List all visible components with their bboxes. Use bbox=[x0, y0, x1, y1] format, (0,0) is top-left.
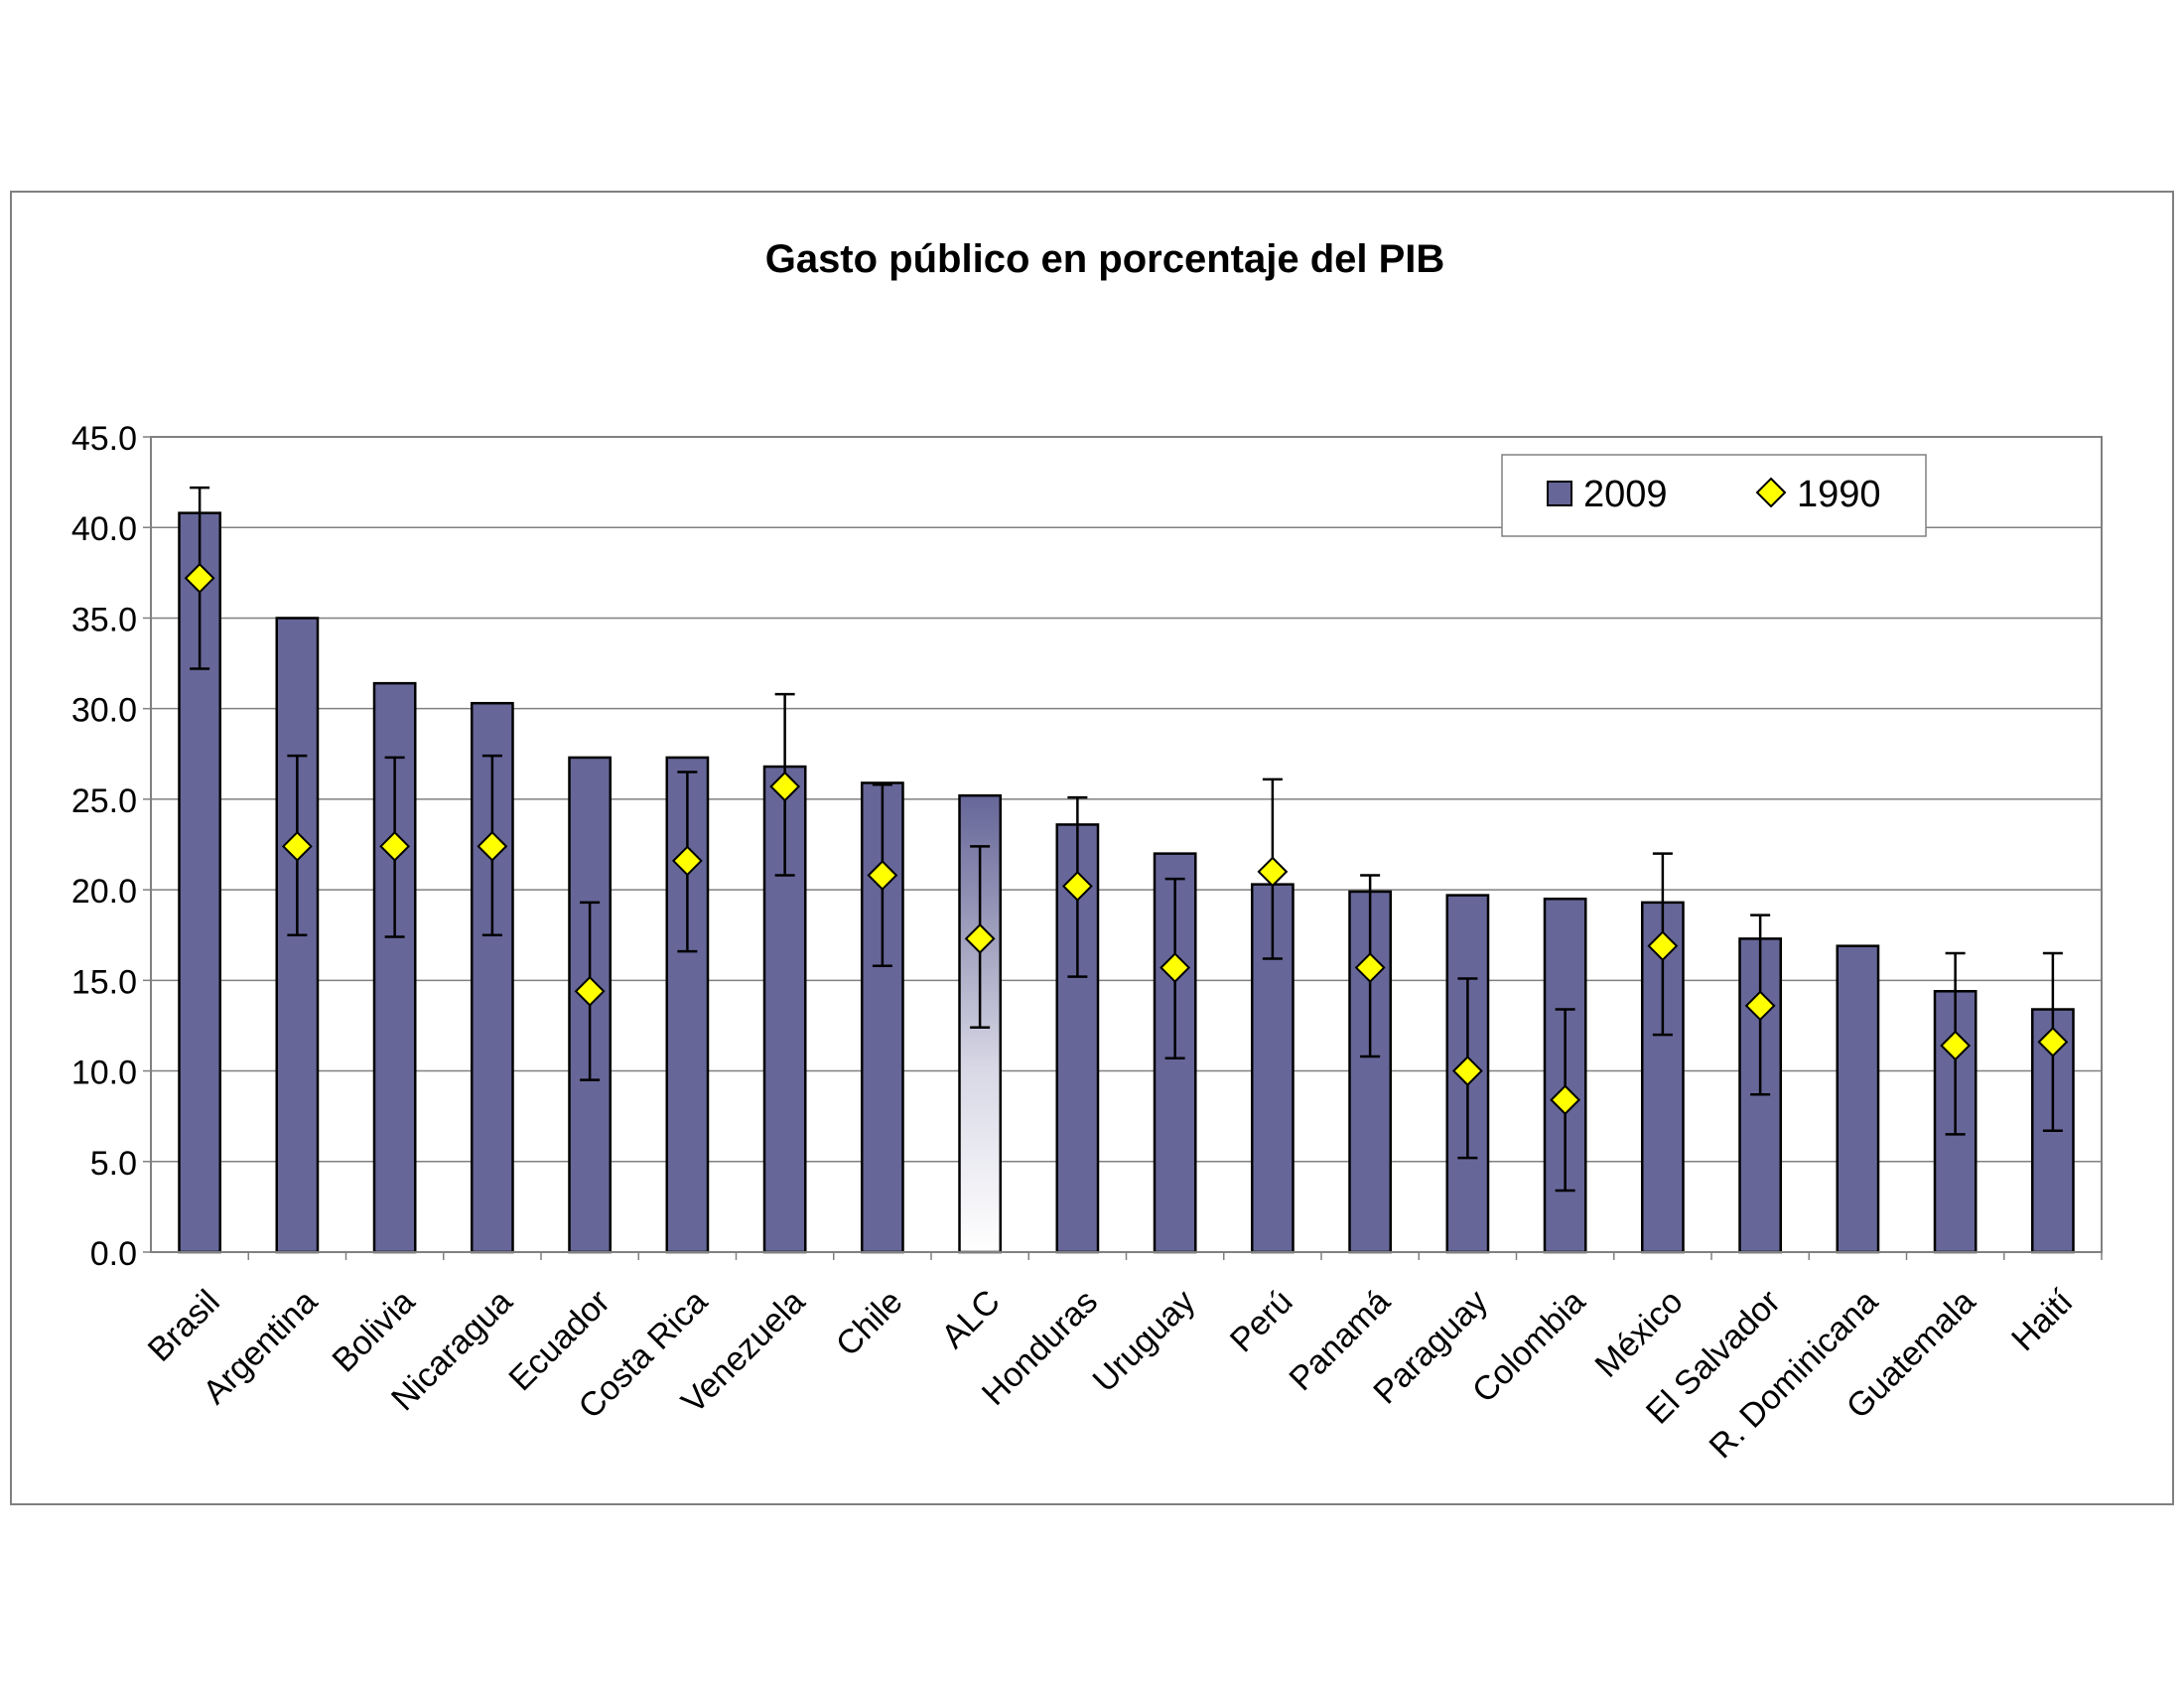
y-tick-label: 0.0 bbox=[90, 1235, 137, 1273]
marker-1990 bbox=[1354, 952, 1386, 983]
marker-1990 bbox=[379, 830, 411, 862]
marker-1990 bbox=[964, 922, 996, 954]
chart-frame: Gasto público en porcentaje del PIB 0.0 5… bbox=[10, 191, 2174, 1505]
marker-1990 bbox=[1451, 1055, 1483, 1086]
bar-2009 bbox=[1836, 944, 1880, 1254]
plot-layer: 0.0 5.0 10.0 15.0 20.0 25.0 30.0 35.0 40.0 45.0 Br… bbox=[71, 420, 2103, 1467]
bar-2009 bbox=[860, 781, 904, 1254]
x-tick-label: Haití bbox=[2004, 1282, 2081, 1358]
y-tick-label: 10.0 bbox=[71, 1055, 137, 1092]
marker-1990 bbox=[1257, 856, 1289, 888]
y-tick-label: 20.0 bbox=[71, 873, 137, 911]
legend-label-2009: 2009 bbox=[1583, 474, 1668, 515]
marker-1990 bbox=[1744, 990, 1776, 1022]
y-tick-label: 35.0 bbox=[71, 601, 137, 638]
chart-title: Gasto público en porcentaje del PIB bbox=[765, 237, 1445, 281]
marker-1990 bbox=[574, 975, 606, 1007]
plot-area bbox=[151, 437, 2102, 1252]
y-tick-label: 5.0 bbox=[90, 1145, 137, 1183]
bar-2009 bbox=[275, 617, 320, 1254]
x-tick-label: Uruguay bbox=[1086, 1283, 1203, 1400]
legend: 2009 1990 bbox=[1501, 454, 1927, 537]
marker-1990 bbox=[2037, 1026, 2069, 1057]
legend-swatch-2009 bbox=[1547, 481, 1572, 506]
chart-svg: Gasto público en porcentaje del PIB 0.0 5… bbox=[71, 237, 2103, 1467]
x-tick-label: Chile bbox=[829, 1283, 910, 1364]
marker-1990 bbox=[1061, 871, 1093, 902]
y-tick-label: 15.0 bbox=[71, 963, 137, 1001]
marker-1990 bbox=[477, 830, 508, 862]
marker-1990 bbox=[1940, 1030, 1972, 1061]
marker-1990 bbox=[671, 845, 703, 877]
x-tick-label: ALC bbox=[934, 1283, 1008, 1356]
y-tick-label: 45.0 bbox=[71, 420, 137, 458]
x-tick-label: Perú bbox=[1223, 1283, 1300, 1360]
y-tick-label: 25.0 bbox=[71, 782, 137, 820]
marker-1990 bbox=[769, 771, 801, 802]
x-tick-label: Bolivia bbox=[326, 1283, 423, 1380]
marker-1990 bbox=[867, 860, 898, 891]
y-tick-label: 30.0 bbox=[71, 692, 137, 730]
legend-box bbox=[1501, 454, 1927, 537]
marker-1990 bbox=[1647, 930, 1679, 962]
y-tick-label: 40.0 bbox=[71, 510, 137, 548]
legend-label-1990: 1990 bbox=[1797, 474, 1881, 515]
marker-1990 bbox=[184, 562, 215, 594]
x-tick-label: R. Dominicana bbox=[1702, 1283, 1885, 1467]
marker-1990 bbox=[1160, 952, 1191, 983]
x-tick-label: Brasil bbox=[141, 1283, 227, 1369]
bar-2009 bbox=[470, 701, 514, 1254]
marker-1990 bbox=[281, 830, 313, 862]
marker-1990 bbox=[1550, 1084, 1581, 1116]
legend-marker-1990 bbox=[1755, 477, 1787, 508]
